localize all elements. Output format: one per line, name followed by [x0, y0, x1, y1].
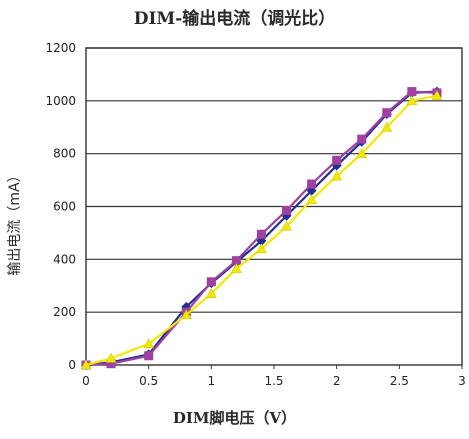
data-point-triangle: [406, 95, 418, 106]
y-tick-label: 0: [68, 358, 76, 372]
data-point-triangle: [381, 121, 393, 132]
data-point-square: [332, 155, 342, 165]
data-point-triangle: [230, 263, 242, 273]
data-point-square: [206, 277, 216, 287]
x-tick-label: 2.5: [390, 374, 409, 388]
y-tick-label: 800: [53, 147, 76, 161]
data-point-triangle: [356, 148, 368, 158]
data-point-square: [382, 108, 392, 118]
x-tick-label: 0: [82, 374, 90, 388]
data-point-triangle: [205, 288, 217, 298]
series-line-3: [85, 94, 438, 367]
y-tick-label: 400: [53, 252, 76, 266]
data-point-triangle: [431, 90, 443, 100]
data-point-triangle: [143, 338, 155, 349]
data-point-triangle: [256, 243, 267, 254]
x-tick-label: 1.5: [264, 374, 283, 388]
series-line-1: [85, 90, 437, 367]
data-point-triangle: [306, 194, 318, 205]
series-line-2: [85, 90, 437, 367]
y-tick-label: 1000: [45, 94, 76, 108]
x-tick-label: 3: [458, 374, 466, 388]
y-tick-label: 600: [53, 200, 76, 214]
data-point-square: [106, 359, 116, 369]
data-point-square: [407, 87, 417, 97]
data-point-square: [357, 134, 367, 144]
x-axis-label: DIM脚电压（V）: [172, 409, 297, 427]
data-point-triangle: [180, 309, 192, 320]
x-tick-label: 0.5: [139, 374, 158, 388]
x-tick-label: 2: [333, 374, 341, 388]
data-point-square: [144, 351, 154, 361]
y-axis-label: 输出电流（mA）: [7, 168, 23, 276]
data-point-triangle: [331, 170, 343, 181]
data-point-square: [231, 256, 241, 266]
data-point-triangle: [105, 352, 117, 363]
y-tick-label: 1200: [45, 41, 76, 55]
chart-title: DIM-输出电流（调光比）: [133, 9, 336, 29]
data-point-square: [256, 229, 266, 239]
data-point-triangle: [281, 220, 292, 231]
x-tick-label: 1: [208, 374, 216, 388]
data-point-square: [282, 205, 292, 215]
data-point-square: [307, 179, 317, 189]
y-tick-label: 200: [53, 305, 76, 319]
data-point-triangle: [80, 359, 92, 370]
